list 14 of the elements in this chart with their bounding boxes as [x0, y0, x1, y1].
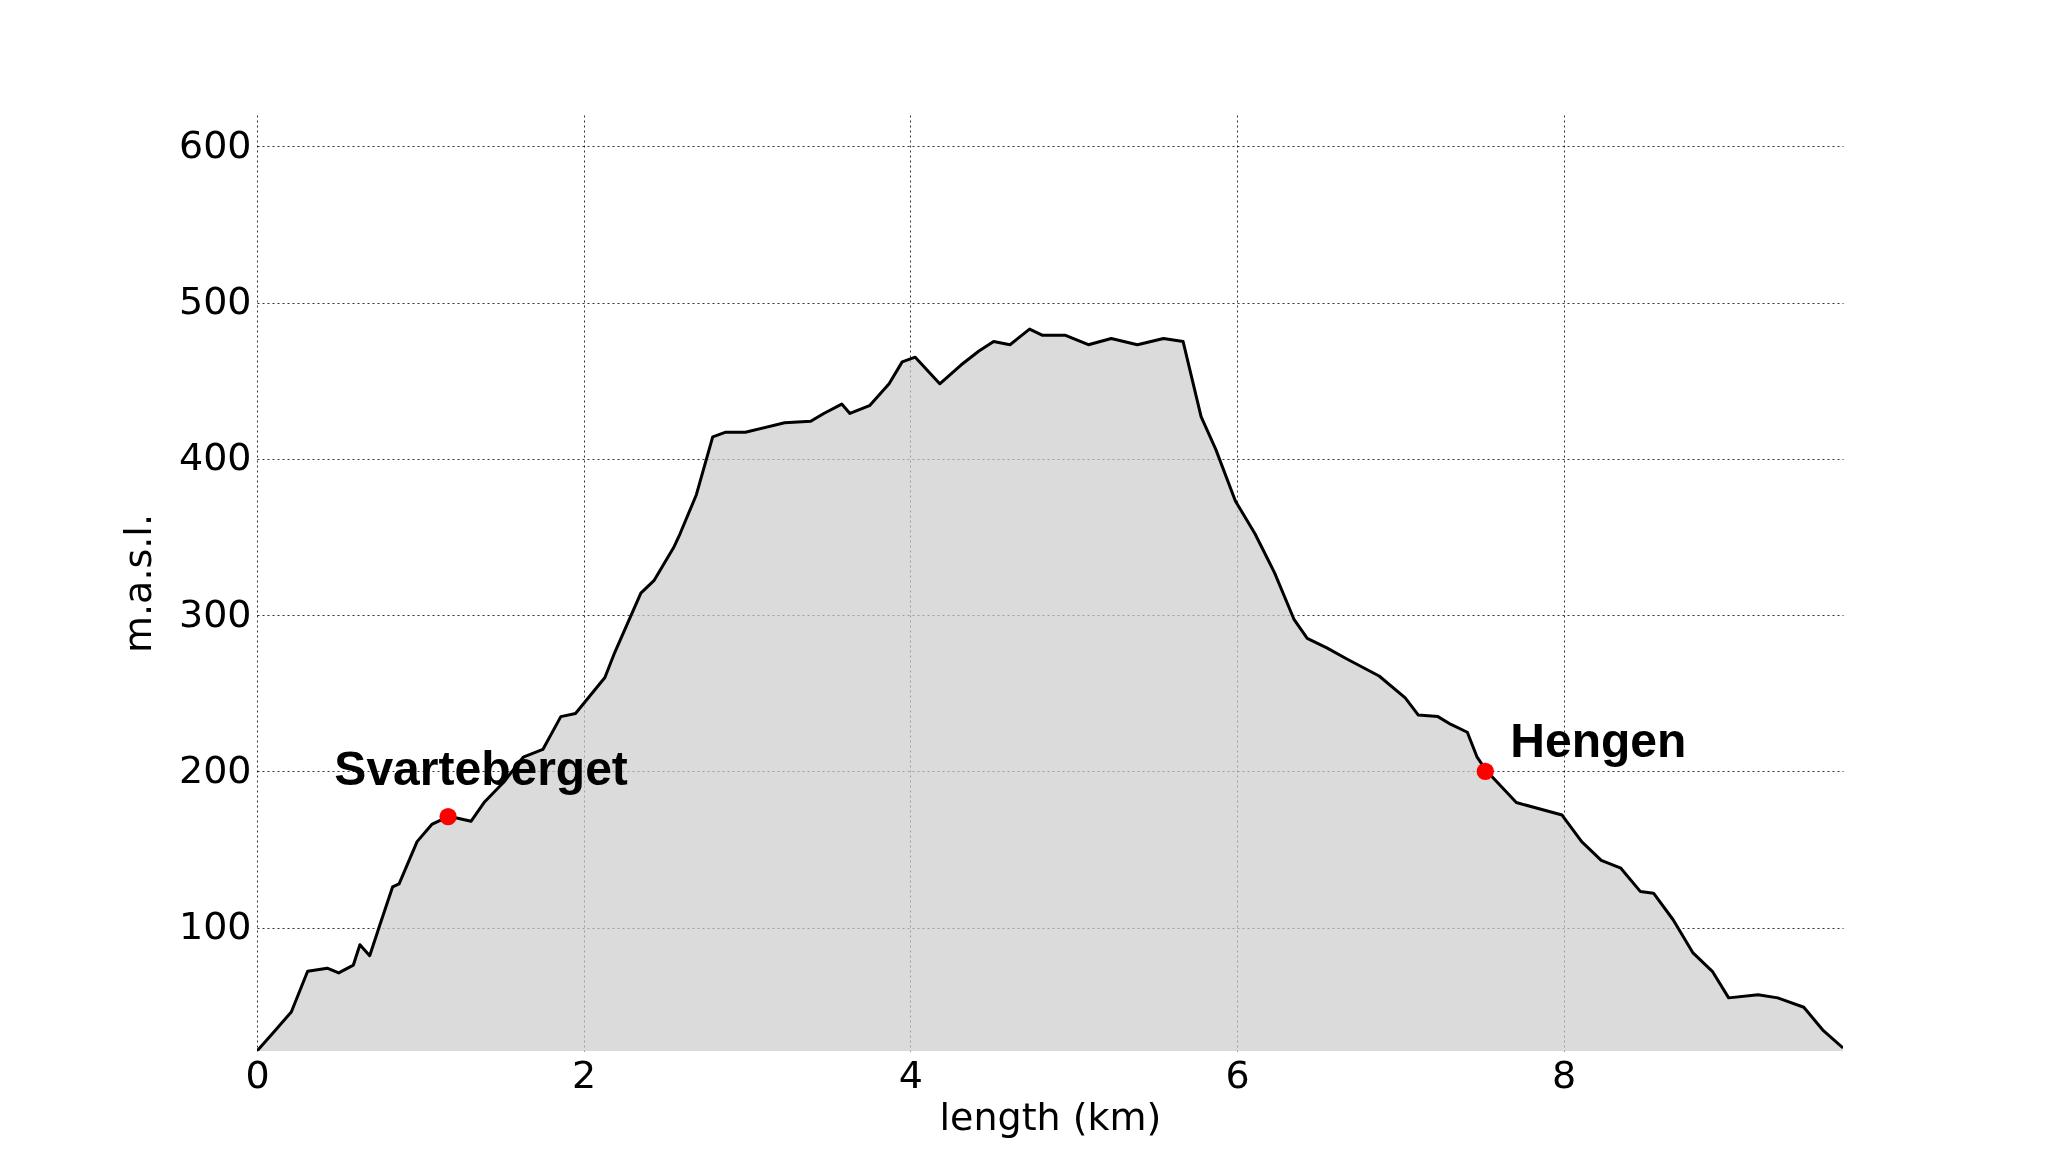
y-tick-label: 100: [178, 904, 252, 949]
y-axis-title: m.a.s.l.: [115, 514, 160, 653]
y-tick-label: 200: [178, 747, 252, 792]
x-tick-label: 0: [245, 1052, 270, 1097]
y-tick-label: 600: [178, 122, 252, 167]
annotation: Hengen: [1510, 714, 1687, 768]
x-tick-label: 2: [572, 1052, 597, 1097]
y-tick-label: 300: [178, 591, 252, 636]
y-tick-label: 500: [178, 279, 252, 324]
x-tick-label: 4: [898, 1052, 923, 1097]
x-tick-label: 8: [1552, 1052, 1577, 1097]
x-axis-title: length (km): [939, 1094, 1162, 1139]
x-tick-label: 6: [1225, 1052, 1250, 1097]
y-tick-label: 400: [178, 435, 252, 480]
